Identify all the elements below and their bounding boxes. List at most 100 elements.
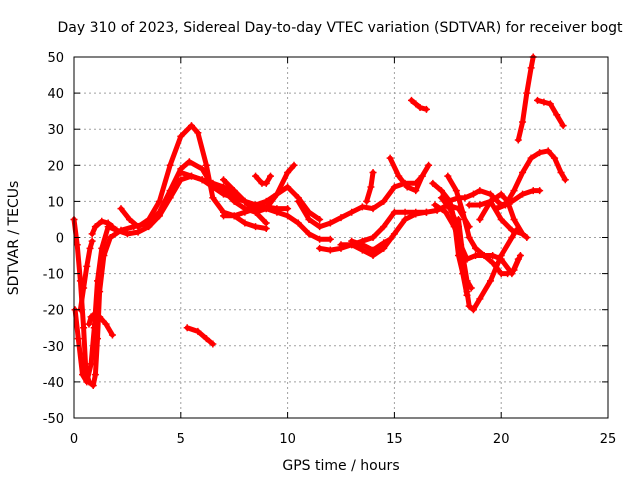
data-point-marker bbox=[412, 100, 420, 108]
data-point-marker bbox=[284, 205, 292, 213]
data-point-marker bbox=[88, 237, 96, 245]
data-point-marker bbox=[480, 252, 488, 260]
data-point-marker bbox=[104, 219, 112, 227]
data-point-marker bbox=[489, 252, 497, 260]
data-track-track-29 bbox=[494, 148, 568, 212]
data-point-marker bbox=[177, 132, 185, 140]
data-point-marker bbox=[91, 223, 99, 231]
data-point-marker bbox=[519, 118, 527, 126]
data-point-marker bbox=[463, 288, 471, 296]
data-point-marker bbox=[252, 205, 260, 213]
data-point-marker bbox=[416, 104, 424, 112]
data-point-marker bbox=[117, 205, 125, 213]
data-point-marker bbox=[425, 161, 433, 169]
data-point-marker bbox=[241, 208, 249, 216]
data-point-marker bbox=[544, 147, 552, 155]
data-point-marker bbox=[98, 217, 106, 225]
data-point-marker bbox=[230, 212, 238, 220]
y-tick-label: -40 bbox=[43, 376, 64, 391]
data-point-marker bbox=[89, 382, 97, 390]
data-point-marker bbox=[220, 183, 228, 191]
data-point-marker bbox=[476, 215, 484, 223]
data-point-marker bbox=[108, 331, 116, 339]
data-point-marker bbox=[559, 122, 567, 130]
data-point-marker bbox=[230, 187, 238, 195]
y-tick-labels: -50 -40 -30 -20 -10 0 10 20 30 40 50 bbox=[43, 51, 64, 427]
data-point-marker bbox=[363, 197, 371, 205]
data-point-marker bbox=[262, 197, 270, 205]
data-point-marker bbox=[80, 284, 88, 292]
data-point-marker bbox=[262, 219, 270, 227]
data-point-marker bbox=[267, 172, 275, 180]
data-point-marker bbox=[403, 183, 411, 191]
data-point-marker bbox=[437, 194, 445, 202]
data-point-marker bbox=[79, 371, 87, 379]
data-point-marker bbox=[198, 176, 206, 184]
data-point-marker bbox=[489, 259, 497, 267]
data-point-marker bbox=[166, 161, 174, 169]
data-track-track-13 bbox=[184, 325, 216, 347]
y-tick-label: 30 bbox=[47, 123, 64, 138]
data-point-marker bbox=[284, 212, 292, 220]
data-point-marker bbox=[220, 176, 228, 184]
data-point-marker bbox=[126, 215, 134, 223]
data-point-marker bbox=[444, 172, 452, 180]
data-point-marker bbox=[497, 215, 505, 223]
data-point-marker bbox=[380, 223, 388, 231]
data-point-marker bbox=[557, 169, 565, 177]
x-tick-label: 10 bbox=[279, 432, 296, 447]
data-point-marker bbox=[294, 219, 302, 227]
data-point-marker bbox=[166, 194, 174, 202]
data-point-marker bbox=[262, 179, 270, 187]
data-point-marker bbox=[514, 136, 522, 144]
y-tick-label: -50 bbox=[43, 412, 64, 427]
x-tick-label: 0 bbox=[70, 432, 78, 447]
data-point-marker bbox=[194, 327, 202, 335]
x-axis-label: GPS time / hours bbox=[282, 458, 399, 474]
data-point-marker bbox=[553, 111, 561, 119]
data-point-marker bbox=[83, 378, 91, 386]
data-point-marker bbox=[442, 208, 450, 216]
data-point-marker bbox=[390, 230, 398, 238]
data-point-marker bbox=[519, 169, 527, 177]
data-point-marker bbox=[316, 223, 324, 231]
data-point-marker bbox=[450, 223, 458, 231]
data-track-track-25 bbox=[456, 216, 519, 313]
data-point-marker bbox=[452, 187, 460, 195]
data-point-marker bbox=[401, 215, 409, 223]
data-point-marker bbox=[86, 244, 94, 252]
data-point-marker bbox=[326, 219, 334, 227]
data-point-marker bbox=[510, 215, 518, 223]
data-point-marker bbox=[412, 208, 420, 216]
data-point-marker bbox=[290, 161, 298, 169]
data-point-marker bbox=[527, 64, 535, 72]
data-point-marker bbox=[348, 237, 356, 245]
data-point-marker bbox=[88, 230, 96, 238]
data-point-marker bbox=[155, 212, 163, 220]
data-point-marker bbox=[83, 262, 91, 270]
y-tick-label: -20 bbox=[43, 304, 64, 319]
data-point-marker bbox=[459, 208, 467, 216]
data-point-marker bbox=[465, 302, 473, 310]
data-point-marker bbox=[472, 244, 480, 252]
data-point-marker bbox=[516, 252, 524, 260]
data-point-marker bbox=[123, 230, 131, 238]
data-point-marker bbox=[380, 197, 388, 205]
data-point-marker bbox=[93, 277, 101, 285]
data-point-marker bbox=[469, 306, 477, 314]
data-point-marker bbox=[91, 371, 99, 379]
data-point-marker bbox=[465, 201, 473, 209]
data-point-marker bbox=[305, 215, 313, 223]
axis-ticks bbox=[73, 56, 609, 419]
data-point-marker bbox=[73, 241, 81, 249]
data-point-marker bbox=[337, 241, 345, 249]
data-point-marker bbox=[87, 360, 95, 368]
data-point-marker bbox=[493, 205, 501, 213]
data-point-marker bbox=[561, 176, 569, 184]
data-point-marker bbox=[459, 252, 467, 260]
y-tick-label: 40 bbox=[47, 87, 64, 102]
y-tick-label: -30 bbox=[43, 340, 64, 355]
data-track-track-20 bbox=[409, 97, 429, 112]
data-point-marker bbox=[472, 252, 480, 260]
data-point-marker bbox=[337, 214, 345, 222]
